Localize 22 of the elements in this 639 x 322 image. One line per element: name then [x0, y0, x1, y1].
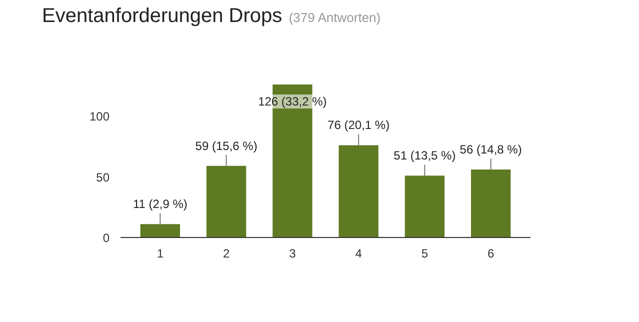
data-label: 59 (15,6 %) [195, 138, 258, 153]
x-tick-label: 5 [421, 246, 428, 260]
chart-title: Eventanforderungen Drops [42, 5, 282, 27]
x-tick-label: 6 [487, 246, 494, 260]
bar [404, 176, 445, 238]
y-tick-label: 50 [96, 170, 110, 184]
data-label: 126 (33,2 %) [258, 94, 327, 108]
data-label: 76 (20,1 %) [328, 118, 390, 132]
bar [470, 170, 511, 238]
y-tick-label: 100 [89, 110, 110, 124]
x-tick-label: 1 [156, 246, 164, 260]
data-label: 56 (14,8 %) [460, 142, 522, 156]
x-tick-label: 4 [355, 246, 362, 260]
x-tick-label: 3 [289, 246, 296, 260]
x-tick-label: 2 [222, 246, 230, 260]
chart-subtitle: (379 Antworten) [288, 10, 381, 25]
bar [206, 166, 246, 238]
bar [338, 145, 378, 238]
y-tick-label: 0 [102, 231, 110, 245]
data-label: 51 (13,5 %) [394, 148, 456, 163]
data-label: 11 (2,9 %) [132, 197, 188, 212]
bar [140, 224, 180, 238]
